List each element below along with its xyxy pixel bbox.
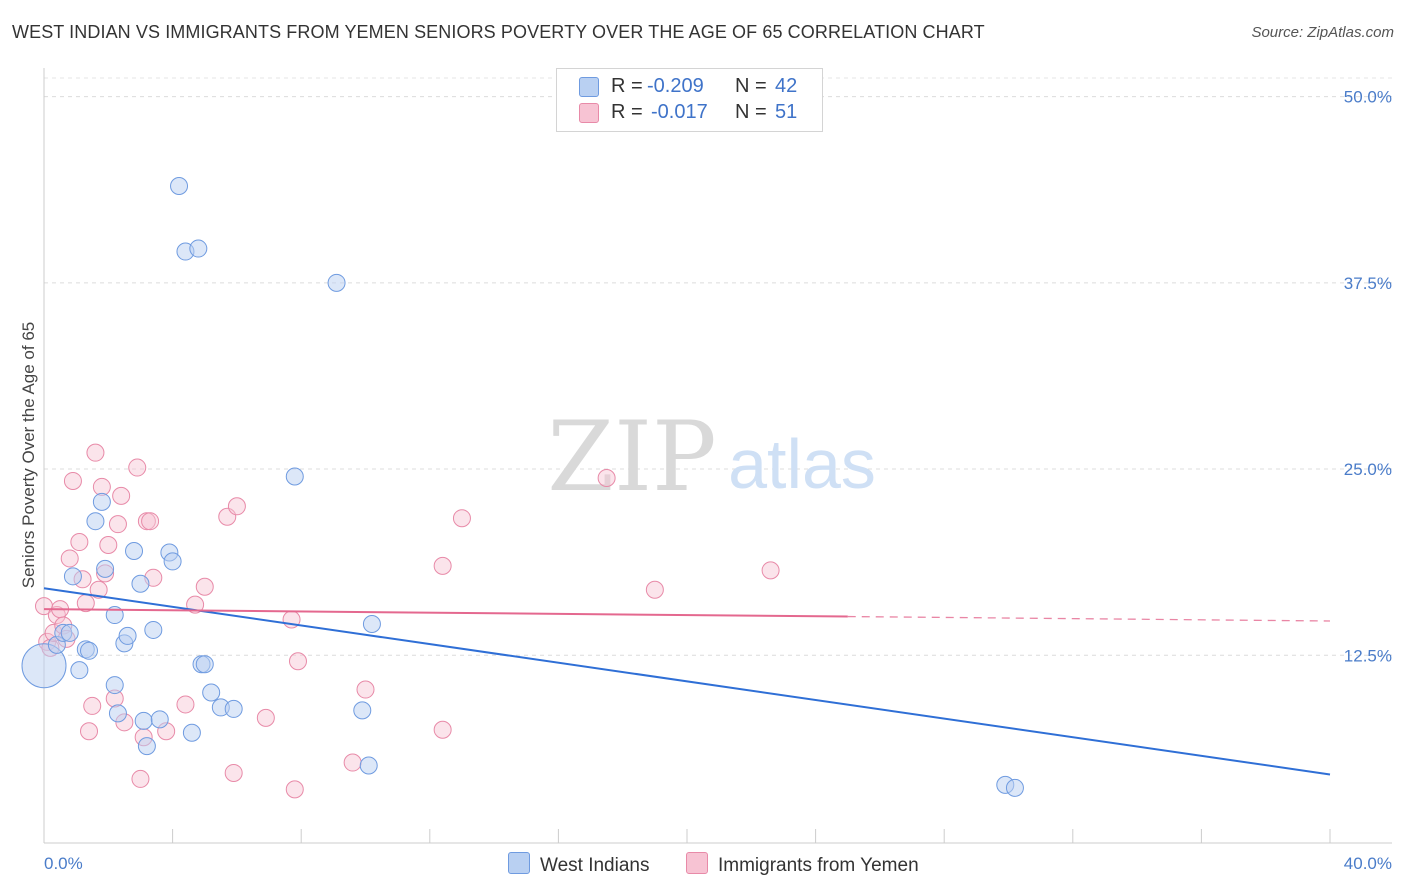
data-point-west-indians (60, 623, 79, 642)
data-point-west-indians (285, 467, 304, 486)
data-point-yemen (452, 509, 471, 528)
data-point-west-indians (163, 552, 182, 571)
x-tick-label: 0.0% (44, 854, 83, 873)
data-point-west-indians (105, 676, 124, 695)
legend-n-label: N = (735, 101, 767, 123)
y-tick-label: 37.5% (1344, 274, 1392, 293)
data-point-yemen (343, 753, 362, 772)
data-point-west-indians (80, 641, 99, 660)
bottom-legend-label: Immigrants from Yemen (718, 855, 919, 876)
bottom-legend-swatch-blue (508, 852, 530, 874)
legend-swatch-blue (579, 77, 599, 97)
data-point-yemen (256, 708, 275, 727)
watermark: ZIP atlas (547, 401, 876, 513)
data-point-yemen (288, 652, 307, 671)
data-point-yemen (433, 556, 452, 575)
legend-n-value: 42 (775, 75, 798, 97)
data-point-yemen (597, 468, 616, 487)
bottom-legend-label: West Indians (540, 855, 650, 876)
data-point-west-indians (108, 704, 127, 723)
data-point-yemen (99, 536, 118, 555)
data-point-yemen (86, 443, 105, 462)
y-tick-label: 12.5% (1344, 646, 1392, 665)
data-point-west-indians (170, 176, 189, 195)
data-point-west-indians (63, 567, 82, 586)
data-point-west-indians (134, 711, 153, 730)
data-point-yemen (176, 695, 195, 714)
data-point-west-indians (362, 614, 381, 633)
bottom-legend-west-indians: West Indians (508, 852, 649, 877)
data-point-west-indians (327, 273, 346, 292)
correlation-legend: R = -0.209 N = 42 R = -0.017 N = 51 (556, 68, 823, 132)
legend-r-label: R = (611, 101, 643, 123)
data-point-west-indians (359, 756, 378, 775)
bottom-legend-swatch-pink (686, 852, 708, 874)
chart-title: WEST INDIAN VS IMMIGRANTS FROM YEMEN SEN… (12, 22, 985, 42)
data-point-yemen (227, 497, 246, 516)
data-point-west-indians (70, 661, 89, 680)
data-point-west-indians (125, 541, 144, 560)
legend-n-value: 51 (775, 101, 798, 123)
gridlines (44, 77, 1392, 656)
data-point-west-indians (105, 606, 124, 625)
data-point-yemen (63, 471, 82, 490)
data-point-west-indians (21, 643, 67, 689)
watermark-atlas: atlas (728, 425, 876, 503)
data-point-yemen (83, 696, 102, 715)
x-tick-label: 40.0% (1344, 854, 1392, 873)
trend-line-yemen (43, 608, 848, 618)
data-point-yemen (285, 780, 304, 799)
data-point-west-indians (1005, 778, 1024, 797)
data-point-yemen (112, 486, 131, 505)
data-point-west-indians (86, 512, 105, 531)
source-note: Source: ZipAtlas.com (1251, 24, 1394, 41)
data-point-yemen (645, 580, 664, 599)
y-tick-label: 50.0% (1344, 88, 1392, 107)
data-point-yemen (195, 577, 214, 596)
data-point-west-indians (353, 701, 372, 720)
trend-line-west-indians (43, 587, 1331, 776)
data-point-yemen (761, 561, 780, 580)
data-point-yemen (224, 763, 243, 782)
data-point-yemen (433, 720, 452, 739)
data-point-yemen (141, 512, 160, 531)
legend-n-label: N = (735, 75, 767, 97)
data-point-yemen (89, 580, 108, 599)
data-point-yemen (356, 680, 375, 699)
data-point-west-indians (150, 710, 169, 729)
legend-r-value: -0.017 (651, 101, 708, 123)
y-tick-label: 25.0% (1344, 460, 1392, 479)
trend-lines (43, 587, 1331, 776)
data-point-yemen (60, 549, 79, 568)
legend-r-label: R = (611, 75, 643, 97)
data-point-west-indians (118, 626, 137, 645)
y-axis-title: Seniors Poverty Over the Age of 65 (19, 322, 38, 588)
data-point-west-indians (137, 737, 156, 756)
data-point-yemen (47, 606, 66, 625)
tick-labels: 12.5% 25.0% 37.5% 50.0% 0.0% 40.0% (44, 88, 1392, 873)
data-point-west-indians (189, 239, 208, 258)
data-point-yemen (70, 533, 89, 552)
data-point-west-indians (131, 574, 150, 593)
data-point-yemen (131, 769, 150, 788)
data-point-west-indians (96, 559, 115, 578)
legend-swatch-pink (579, 103, 599, 123)
bottom-legend-yemen: Immigrants from Yemen (686, 852, 919, 877)
data-point-yemen (128, 458, 147, 477)
data-point-yemen (108, 515, 127, 534)
data-point-west-indians (92, 492, 111, 511)
trend-line-yemen-extension (847, 615, 1331, 622)
watermark-zip: ZIP (547, 401, 716, 513)
data-point-yemen (80, 722, 99, 741)
data-point-west-indians (182, 723, 201, 742)
series-west-indians (21, 176, 1024, 797)
data-point-west-indians (202, 683, 221, 702)
legend-r-value: -0.209 (647, 75, 704, 97)
data-point-west-indians (224, 699, 243, 718)
data-point-west-indians (195, 655, 214, 674)
data-point-west-indians (144, 620, 163, 639)
axes (43, 68, 1392, 844)
